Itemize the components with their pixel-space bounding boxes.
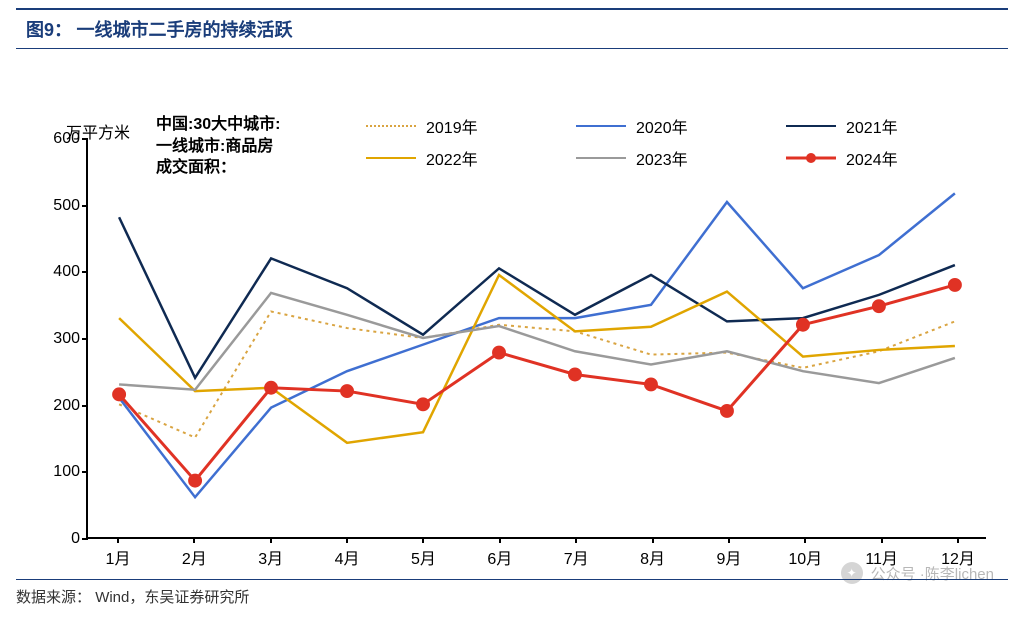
- xtick-label: 4月: [335, 545, 360, 569]
- series-marker: [341, 385, 353, 397]
- series-marker: [797, 319, 809, 331]
- series-marker: [873, 300, 885, 312]
- legend-line-icon: [576, 125, 626, 127]
- ytick-label: 300: [53, 330, 80, 348]
- series-marker: [721, 405, 733, 417]
- legend-swatch: [366, 116, 416, 136]
- ytick-label: 100: [53, 463, 80, 481]
- chart-container: 万平方米 中国:30大中城市: 一线城市:商品房 成交面积： 2019年2020…: [16, 59, 1006, 559]
- series-marker: [949, 279, 961, 291]
- ytick-label: 400: [53, 263, 80, 281]
- xtick-label: 10月: [788, 545, 822, 569]
- ytick-mark: [82, 205, 88, 207]
- series-marker: [417, 398, 429, 410]
- legend-swatch: [786, 116, 836, 136]
- xtick-label: 3月: [258, 545, 283, 569]
- xtick-label: 8月: [640, 545, 665, 569]
- xtick-mark: [346, 537, 348, 543]
- xtick-mark: [881, 537, 883, 543]
- footer-source: 数据来源： Wind，东吴证券研究所: [16, 579, 1008, 607]
- series-marker: [189, 475, 201, 487]
- legend-label: 2019年: [426, 114, 478, 138]
- ytick-label: 500: [53, 197, 80, 215]
- figure-label: 图9：: [26, 20, 72, 40]
- plot-area: 01002003004005006001月2月3月4月5月6月7月8月9月10月…: [86, 139, 986, 539]
- xtick-label: 2月: [182, 545, 207, 569]
- series-marker: [569, 369, 581, 381]
- xtick-mark: [575, 537, 577, 543]
- legend-item: 2020年: [576, 114, 776, 138]
- series-line: [119, 193, 955, 497]
- ytick-mark: [82, 405, 88, 407]
- legend-swatch: [576, 116, 626, 136]
- xtick-label: 5月: [411, 545, 436, 569]
- xtick-mark: [728, 537, 730, 543]
- ytick-label: 200: [53, 397, 80, 415]
- source-label: 数据来源：: [16, 589, 91, 606]
- series-line: [119, 285, 955, 481]
- xtick-mark: [422, 537, 424, 543]
- legend-label: 2020年: [636, 114, 688, 138]
- legend-label: 2021年: [846, 114, 898, 138]
- series-marker: [113, 388, 125, 400]
- ytick-label: 0: [71, 530, 80, 548]
- xtick-label: 9月: [716, 545, 741, 569]
- xtick-label: 6月: [487, 545, 512, 569]
- legend-line-icon: [366, 125, 416, 127]
- xtick-mark: [652, 537, 654, 543]
- chart-title: 一线城市二手房的持续活跃: [76, 20, 292, 40]
- ytick-mark: [82, 271, 88, 273]
- ytick-mark: [82, 471, 88, 473]
- ytick-mark: [82, 538, 88, 540]
- chart-header: 图9： 一线城市二手房的持续活跃: [16, 8, 1008, 49]
- xtick-mark: [117, 537, 119, 543]
- xtick-mark: [270, 537, 272, 543]
- ytick-mark: [82, 138, 88, 140]
- legend-line-icon: [786, 125, 836, 127]
- legend-item: 2021年: [786, 114, 986, 138]
- xtick-mark: [499, 537, 501, 543]
- legend-item: 2019年: [366, 114, 566, 138]
- line-series-svg: [88, 139, 986, 537]
- source-text: Wind，东吴证券研究所: [95, 589, 249, 606]
- xtick-mark: [957, 537, 959, 543]
- xtick-mark: [804, 537, 806, 543]
- xtick-mark: [193, 537, 195, 543]
- series-line: [119, 293, 955, 390]
- series-marker: [645, 378, 657, 390]
- series-marker: [265, 382, 277, 394]
- ytick-label: 600: [53, 130, 80, 148]
- ytick-mark: [82, 338, 88, 340]
- series-marker: [493, 347, 505, 359]
- xtick-label: 7月: [564, 545, 589, 569]
- xtick-label: 1月: [106, 545, 131, 569]
